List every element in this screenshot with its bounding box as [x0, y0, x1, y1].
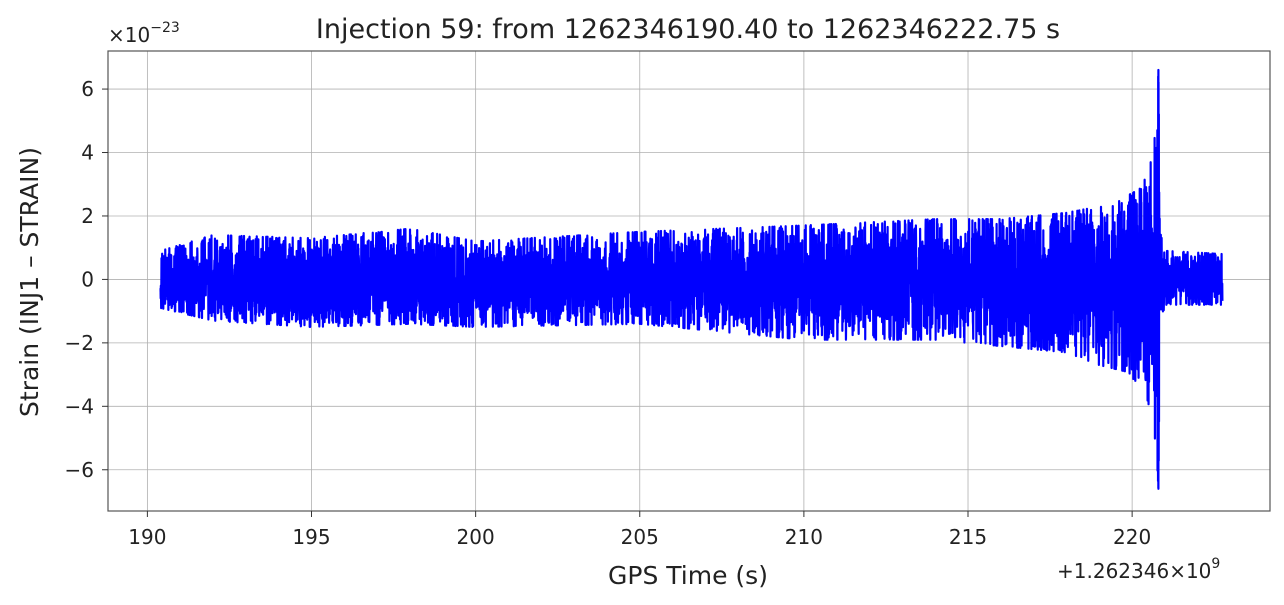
y-axis-label: Strain (INJ1 – STRAIN)	[15, 147, 44, 417]
y-tick-label: 6	[81, 77, 94, 101]
x-tick-label: 205	[621, 525, 659, 549]
strain-series-line	[159, 68, 1224, 490]
x-tick-label: 210	[785, 525, 823, 549]
x-tick-label: 200	[457, 525, 495, 549]
series-layer	[159, 68, 1224, 490]
x-offset-exponent: 9	[1211, 556, 1220, 572]
y-scale-base: ×10	[108, 23, 150, 47]
tick-layer: 190 195 200 205 210 215 220 6 4 2 0 −2 −4 −6	[65, 77, 1152, 549]
y-tick-label: 0	[81, 267, 94, 291]
plot-frame	[107, 50, 1271, 512]
x-offset-label: +1.262346×109	[1057, 556, 1220, 583]
x-tick-label: 220	[1113, 525, 1151, 549]
y-tick-label: −4	[65, 394, 94, 418]
x-tick-label: 215	[949, 525, 987, 549]
y-scale-multiplier: ×10−23	[108, 20, 180, 47]
x-offset-base: +1.262346×10	[1057, 559, 1211, 583]
x-tick-label: 195	[292, 525, 330, 549]
y-tick-label: 2	[81, 204, 94, 228]
y-scale-exponent: −23	[150, 20, 180, 36]
x-axis-label: GPS Time (s)	[608, 561, 768, 590]
y-tick-label: 4	[81, 141, 94, 165]
y-tick-label: −2	[65, 331, 94, 355]
y-tick-label: −6	[65, 458, 94, 482]
x-tick-label: 190	[128, 525, 166, 549]
chart-title: Injection 59: from 1262346190.40 to 1262…	[316, 14, 1060, 45]
